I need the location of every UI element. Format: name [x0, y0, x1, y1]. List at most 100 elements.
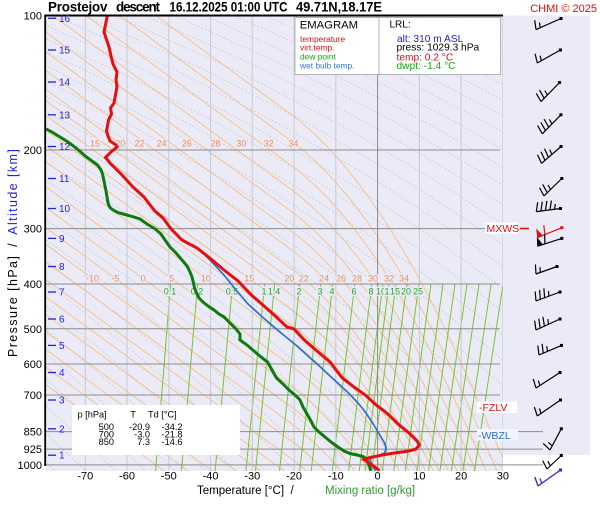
svg-text:7: 7 — [59, 288, 65, 299]
svg-text:34: 34 — [288, 139, 298, 149]
svg-text:-40: -40 — [203, 471, 219, 483]
svg-text:-3.0: -3.0 — [134, 430, 150, 440]
svg-text:4: 4 — [329, 287, 334, 297]
svg-text:8: 8 — [59, 262, 65, 273]
svg-text:850: 850 — [99, 437, 114, 447]
svg-text:24: 24 — [156, 139, 166, 149]
svg-text:28: 28 — [210, 139, 220, 149]
svg-text:6: 6 — [351, 287, 356, 297]
svg-text:700: 700 — [99, 430, 114, 440]
svg-text:1000: 1000 — [18, 460, 42, 472]
svg-text:28: 28 — [352, 274, 362, 284]
svg-text:12: 12 — [384, 287, 394, 297]
svg-text:-30: -30 — [244, 471, 260, 483]
svg-text:925: 925 — [24, 444, 42, 456]
svg-text:34: 34 — [399, 274, 409, 284]
svg-text:5: 5 — [169, 274, 174, 284]
svg-text:T: T — [130, 410, 136, 420]
svg-text:dew point: dew point — [300, 52, 337, 62]
svg-text:-60: -60 — [119, 471, 135, 483]
svg-text:CHMI © 2025: CHMI © 2025 — [530, 3, 597, 15]
svg-text:10: 10 — [59, 204, 71, 215]
svg-text:LRL:: LRL: — [390, 20, 411, 31]
svg-text:14: 14 — [59, 78, 71, 89]
svg-text:-FZLV: -FZLV — [479, 402, 507, 414]
svg-text:13: 13 — [59, 110, 71, 121]
svg-text:0.5: 0.5 — [226, 287, 239, 297]
svg-text:-34.2: -34.2 — [162, 422, 183, 432]
svg-text:700: 700 — [24, 390, 42, 402]
svg-text:-5: -5 — [111, 274, 119, 284]
svg-text:16: 16 — [59, 14, 71, 25]
svg-text:virt.temp.: virt.temp. — [300, 43, 334, 53]
svg-text:30: 30 — [368, 274, 378, 284]
svg-text:-50: -50 — [161, 471, 177, 483]
svg-text:-20.9: -20.9 — [129, 422, 150, 432]
svg-text:20: 20 — [455, 471, 467, 483]
svg-text:-14.6: -14.6 — [162, 437, 183, 447]
svg-text:100: 100 — [24, 11, 42, 23]
svg-text:temperature: temperature — [300, 34, 345, 44]
svg-text:32: 32 — [264, 139, 274, 149]
svg-text:p [hPa]: p [hPa] — [78, 410, 107, 420]
svg-text:-10: -10 — [328, 471, 344, 483]
svg-text:10: 10 — [201, 274, 211, 284]
svg-text:300: 300 — [24, 224, 42, 236]
svg-text:9: 9 — [59, 234, 65, 245]
svg-text:1.4: 1.4 — [268, 287, 281, 297]
svg-text:Temperature [°C] /: Temperature [°C] / — [197, 485, 294, 497]
svg-text:22: 22 — [134, 139, 144, 149]
svg-text:0: 0 — [141, 274, 146, 284]
svg-text:8: 8 — [368, 287, 373, 297]
svg-text:-WBZL: -WBZL — [478, 430, 511, 442]
svg-text:-70: -70 — [77, 471, 93, 483]
svg-text:500: 500 — [24, 324, 42, 336]
svg-text:15: 15 — [244, 274, 254, 284]
svg-text:press: 1029.3 hPa: press: 1029.3 hPa — [397, 43, 480, 54]
svg-text:30: 30 — [497, 471, 509, 483]
svg-text:200: 200 — [24, 145, 42, 157]
svg-text:temp: 0.2 °C: temp: 0.2 °C — [397, 53, 454, 64]
svg-text:-10: -10 — [86, 274, 99, 284]
svg-text:4: 4 — [59, 368, 65, 379]
svg-text:0: 0 — [375, 471, 381, 483]
svg-text:1: 1 — [59, 451, 65, 462]
svg-text:Mixing ratio [g/kg]: Mixing ratio [g/kg] — [325, 485, 415, 497]
svg-text:-21.8: -21.8 — [162, 430, 183, 440]
svg-text:400: 400 — [24, 279, 42, 291]
svg-text:24: 24 — [319, 274, 329, 284]
svg-text:Pressure [hPa] / Altitude [km]: Pressure [hPa] / Altitude [km] — [6, 148, 20, 357]
svg-text:7.3: 7.3 — [137, 437, 150, 447]
svg-text:wet bulb temp.: wet bulb temp. — [299, 61, 354, 71]
svg-text:3: 3 — [317, 287, 322, 297]
svg-text:600: 600 — [24, 359, 42, 371]
svg-text:30: 30 — [236, 139, 246, 149]
svg-text:12: 12 — [59, 142, 71, 153]
svg-text:26: 26 — [182, 139, 192, 149]
svg-text:15: 15 — [90, 139, 100, 149]
svg-text:dwpt: -1.4 °C: dwpt: -1.4 °C — [397, 61, 456, 72]
svg-text:6: 6 — [59, 315, 65, 326]
svg-text:EMAGRAM: EMAGRAM — [300, 20, 358, 32]
svg-text:3: 3 — [59, 396, 65, 407]
svg-text:1: 1 — [261, 287, 266, 297]
svg-text:MXWS: MXWS — [487, 223, 520, 235]
svg-text:11: 11 — [59, 174, 70, 185]
svg-text:10: 10 — [413, 471, 425, 483]
svg-text:22: 22 — [299, 274, 309, 284]
svg-text:2: 2 — [59, 424, 65, 435]
svg-text:25: 25 — [413, 287, 423, 297]
svg-text:26: 26 — [336, 274, 346, 284]
svg-text:500: 500 — [99, 422, 114, 432]
svg-text:15: 15 — [390, 287, 400, 297]
svg-text:5: 5 — [59, 341, 65, 352]
svg-text:10: 10 — [376, 287, 386, 297]
svg-text:32: 32 — [384, 274, 394, 284]
svg-text:2: 2 — [296, 287, 301, 297]
svg-text:20: 20 — [401, 287, 411, 297]
svg-text:0.1: 0.1 — [164, 287, 177, 297]
svg-text:Td [°C]: Td [°C] — [148, 410, 177, 420]
svg-text:850: 850 — [24, 427, 42, 439]
svg-text:20: 20 — [284, 274, 294, 284]
